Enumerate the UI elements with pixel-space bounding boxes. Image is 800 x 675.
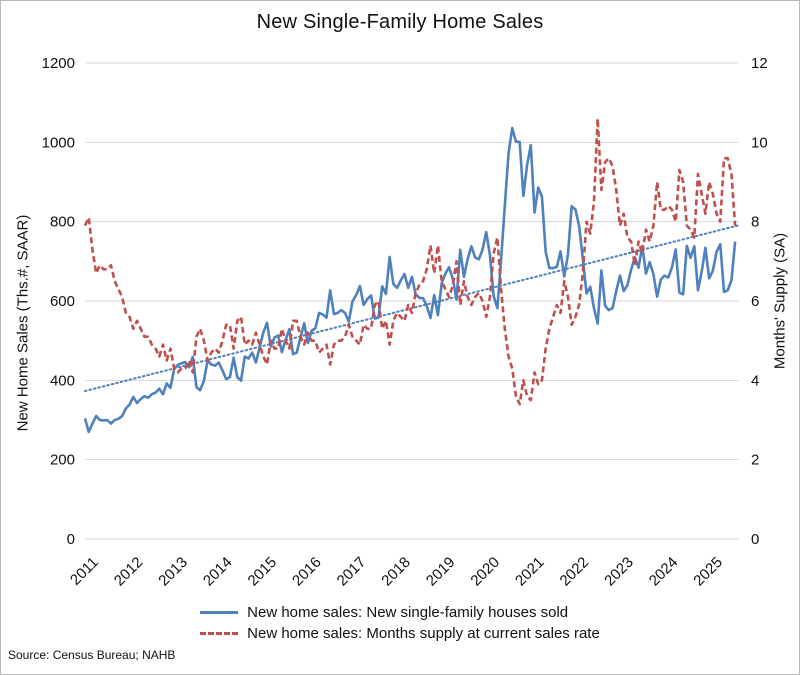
right-axis-tick: 12 bbox=[751, 55, 768, 72]
legend: New home sales: New single-family houses… bbox=[1, 604, 799, 642]
left-axis-tick: 1000 bbox=[42, 134, 75, 151]
legend-item-supply: New home sales: Months supply at current… bbox=[200, 625, 600, 642]
left-axis-tick: 800 bbox=[50, 214, 75, 231]
left-axis-tick: 400 bbox=[50, 372, 75, 389]
right-axis-tick: 2 bbox=[751, 452, 759, 469]
left-axis-tick: 1200 bbox=[42, 55, 75, 72]
legend-label-supply: New home sales: Months supply at current… bbox=[247, 625, 600, 642]
x-axis-tick: 2014 bbox=[200, 554, 236, 590]
right-axis-tick: 8 bbox=[751, 214, 759, 231]
chart-title: New Single-Family Home Sales bbox=[256, 11, 544, 33]
left-axis-tick: 200 bbox=[50, 452, 75, 469]
source-note: Source: Census Bureau; NAHB bbox=[8, 648, 176, 662]
sales-line-swatch bbox=[200, 611, 239, 614]
x-axis-tick: 2021 bbox=[512, 554, 548, 590]
left-axis-tick: 600 bbox=[50, 293, 75, 310]
sales-line bbox=[83, 126, 737, 434]
left-axis-tick: 0 bbox=[67, 531, 75, 548]
right-axis-tick: 10 bbox=[751, 134, 768, 151]
x-axis-tick: 2019 bbox=[423, 554, 459, 590]
x-axis-tick: 2022 bbox=[557, 554, 593, 590]
legend-items: New home sales: New single-family houses… bbox=[200, 604, 600, 642]
x-axis-tick: 2015 bbox=[245, 554, 281, 590]
x-axis-tick: 2024 bbox=[646, 554, 682, 590]
right-axis-tick: 4 bbox=[751, 372, 759, 389]
x-axis-tick: 2013 bbox=[155, 554, 191, 590]
x-axis-tick: 2012 bbox=[111, 554, 147, 590]
x-axis-tick: 2017 bbox=[334, 554, 370, 590]
x-axis-tick: 2018 bbox=[378, 554, 414, 590]
right-axis-title: Months' Supply (SA) bbox=[771, 232, 789, 370]
legend-label-sales: New home sales: New single-family houses… bbox=[247, 604, 569, 621]
left-axis-title: New Home Sales (Ths.#, SAAR) bbox=[14, 214, 32, 432]
supply-line bbox=[83, 117, 737, 406]
x-axis-tick: 2016 bbox=[289, 554, 325, 590]
right-axis-tick: 6 bbox=[751, 293, 759, 310]
x-axis-tick: 2011 bbox=[67, 554, 102, 589]
x-axis-tick: 2025 bbox=[690, 554, 726, 590]
x-axis-tick: 2020 bbox=[467, 554, 503, 590]
legend-item-sales: New home sales: New single-family houses… bbox=[200, 604, 568, 621]
supply-line-swatch bbox=[200, 632, 239, 635]
right-axis-tick: 0 bbox=[751, 531, 759, 548]
x-axis-tick: 2023 bbox=[601, 554, 637, 590]
